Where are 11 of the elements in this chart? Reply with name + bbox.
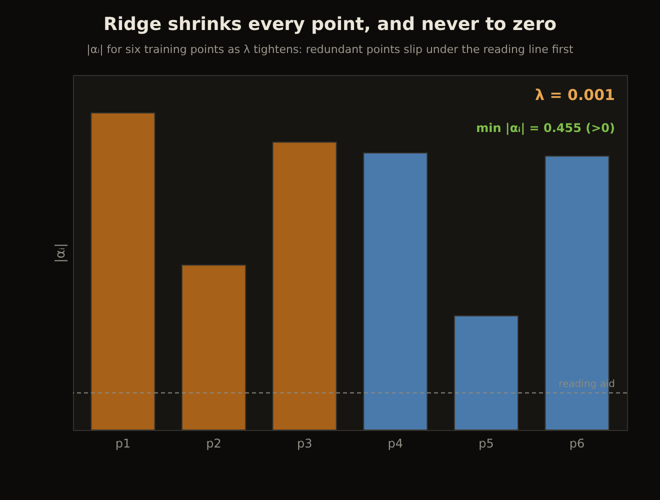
chart-subtitle: |αᵢ| for six training points as λ tightens: redundant points slip under the reading line first bbox=[86, 43, 574, 56]
x-tick-label: p4 bbox=[388, 436, 404, 450]
x-tick-label: p3 bbox=[296, 436, 312, 450]
chart-title: Ridge shrinks every point, and never to zero bbox=[104, 14, 556, 35]
annotation: min |αᵢ| = 0.455 (>0) bbox=[476, 121, 615, 135]
x-tick-label: p2 bbox=[206, 436, 222, 450]
x-tick-label: p1 bbox=[115, 436, 131, 450]
text: λ = 0.001 bbox=[535, 86, 615, 104]
x-tick-label: p6 bbox=[569, 436, 585, 450]
y-axis-title: |αᵢ| bbox=[54, 243, 68, 263]
x-tick-label: p5 bbox=[478, 436, 494, 450]
